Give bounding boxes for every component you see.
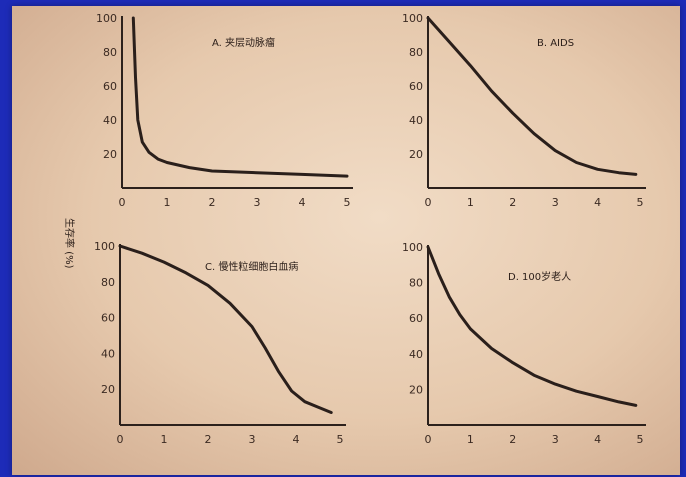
chart-title: D. 100岁老人 xyxy=(508,270,571,283)
chart-title: C. 慢性粒细胞白血病 xyxy=(205,260,298,273)
x-tick-label: 5 xyxy=(344,196,351,209)
x-tick-label: 2 xyxy=(205,433,212,446)
survival-curve xyxy=(426,245,638,407)
y-tick-label: 100 xyxy=(402,12,423,25)
x-tick-label: 2 xyxy=(509,433,516,446)
x-tick-label: 3 xyxy=(552,196,559,209)
x-tick-label: 3 xyxy=(254,196,261,209)
y-tick-label: 60 xyxy=(101,312,115,325)
x-tick-label: 0 xyxy=(425,196,432,209)
survival-curve xyxy=(118,244,333,414)
y-tick-label: 100 xyxy=(94,240,115,253)
y-tick-label: 80 xyxy=(101,276,115,289)
y-tick-label: 40 xyxy=(409,348,423,361)
x-tick-label: 1 xyxy=(467,196,474,209)
chart-panel-4: 0 1 2 3 4 5 20 40 60 80 100 D. 100岁老人 xyxy=(402,241,646,446)
y-tick-label: 60 xyxy=(409,312,423,325)
y-tick-label: 40 xyxy=(103,114,117,127)
y-tick-label: 80 xyxy=(103,46,117,59)
chart-title: A. 夹层动脉瘤 xyxy=(212,36,275,49)
chart-panel-3: 0 1 2 3 4 5 20 40 60 80 100 C. 慢性粒细胞白血病 xyxy=(94,240,346,446)
x-tick-label: 0 xyxy=(119,196,126,209)
x-tick-label: 2 xyxy=(509,196,516,209)
x-tick-label: 5 xyxy=(337,433,344,446)
book-page-photo xyxy=(12,6,680,475)
y-tick-label: 60 xyxy=(409,80,423,93)
chart-title: B. AIDS xyxy=(537,38,574,49)
survival-curve xyxy=(426,16,638,176)
y-tick-label: 60 xyxy=(103,80,117,93)
y-tick-label: 100 xyxy=(96,12,117,25)
y-tick-label: 80 xyxy=(409,46,423,59)
y-tick-label: 20 xyxy=(409,383,423,396)
x-tick-label: 4 xyxy=(293,433,300,446)
y-tick-label: 40 xyxy=(101,347,115,360)
y-tick-label: 20 xyxy=(101,383,115,396)
x-tick-label: 5 xyxy=(637,196,644,209)
x-tick-label: 0 xyxy=(425,433,432,446)
chart-panel-1: 0 1 2 3 4 5 20 40 60 80 100 A. 夹层动脉瘤 xyxy=(96,12,353,209)
y-tick-label: 100 xyxy=(402,241,423,254)
x-tick-label: 2 xyxy=(209,196,216,209)
y-tick-label: 20 xyxy=(103,148,117,161)
x-tick-label: 1 xyxy=(161,433,168,446)
x-tick-label: 4 xyxy=(594,433,601,446)
x-tick-label: 3 xyxy=(249,433,256,446)
x-tick-label: 4 xyxy=(594,196,601,209)
chart-panel-2: 0 1 2 3 4 5 20 40 60 80 100 B. AIDS xyxy=(402,12,646,209)
x-tick-label: 1 xyxy=(467,433,474,446)
y-tick-label: 40 xyxy=(409,114,423,127)
x-tick-label: 5 xyxy=(637,433,644,446)
y-tick-label: 20 xyxy=(409,148,423,161)
y-axis-label: 生存率 (%) xyxy=(63,218,76,269)
survival-curve xyxy=(131,16,349,178)
x-tick-label: 1 xyxy=(164,196,171,209)
x-tick-label: 3 xyxy=(552,433,559,446)
x-tick-label: 4 xyxy=(299,196,306,209)
x-tick-label: 0 xyxy=(117,433,124,446)
y-tick-label: 80 xyxy=(409,277,423,290)
